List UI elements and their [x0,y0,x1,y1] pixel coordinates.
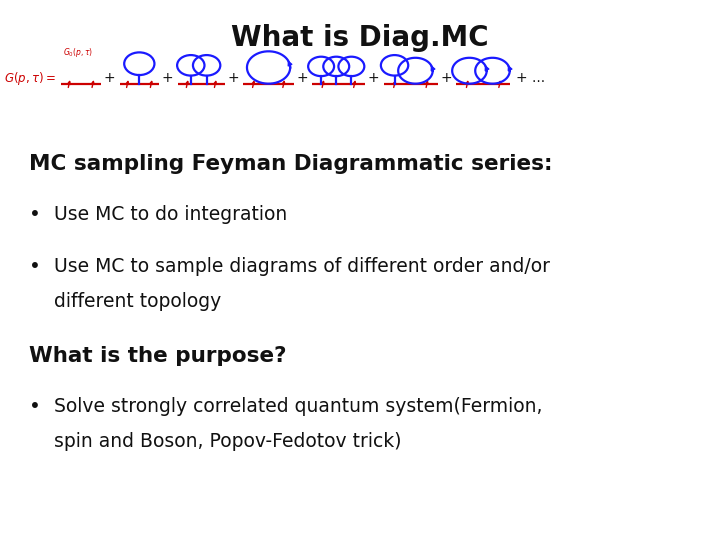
Text: What is the purpose?: What is the purpose? [29,346,287,366]
Text: •: • [29,256,40,275]
Text: +: + [162,71,174,85]
Text: •: • [29,205,40,224]
Text: + ...: + ... [516,71,545,85]
Text: +: + [104,71,115,85]
Text: +: + [228,71,239,85]
Text: +: + [297,71,308,85]
Text: What is Diag.MC: What is Diag.MC [231,24,489,52]
Text: •: • [29,397,40,416]
Text: MC sampling Feyman Diagrammatic series:: MC sampling Feyman Diagrammatic series: [29,154,552,174]
Text: $G(p,\tau)=$: $G(p,\tau)=$ [4,70,55,87]
Text: +: + [441,71,452,85]
Text: Use MC to do integration: Use MC to do integration [54,205,287,224]
Text: Use MC to sample diagrams of different order and/or: Use MC to sample diagrams of different o… [54,256,550,275]
Text: +: + [368,71,379,85]
Text: Solve strongly correlated quantum system(Fermion,: Solve strongly correlated quantum system… [54,397,542,416]
Text: $G_0(p,\tau)$: $G_0(p,\tau)$ [63,46,93,59]
Text: different topology: different topology [54,292,221,310]
Text: spin and Boson, Popov-Fedotov trick): spin and Boson, Popov-Fedotov trick) [54,432,402,451]
